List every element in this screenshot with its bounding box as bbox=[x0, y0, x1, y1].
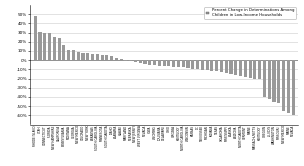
Bar bbox=[72, 50, 75, 60]
Bar bbox=[105, 55, 109, 60]
Bar bbox=[272, 60, 276, 102]
Bar bbox=[148, 60, 151, 65]
Bar bbox=[62, 44, 65, 60]
Bar bbox=[43, 33, 46, 60]
Bar bbox=[77, 52, 80, 60]
Bar bbox=[143, 60, 147, 64]
Bar bbox=[191, 60, 194, 69]
Bar bbox=[263, 60, 266, 97]
Bar bbox=[115, 58, 118, 60]
Bar bbox=[234, 60, 237, 75]
Bar bbox=[163, 60, 166, 66]
Bar bbox=[253, 60, 257, 79]
Bar bbox=[48, 33, 51, 60]
Legend: Percent Change in Determinations Among
Children in Low-Income Households: Percent Change in Determinations Among C… bbox=[204, 7, 296, 19]
Bar bbox=[158, 60, 161, 66]
Bar bbox=[153, 60, 156, 65]
Bar bbox=[134, 60, 137, 62]
Bar bbox=[287, 60, 290, 113]
Bar bbox=[249, 60, 252, 78]
Bar bbox=[215, 60, 218, 71]
Bar bbox=[282, 60, 285, 111]
Bar bbox=[177, 60, 180, 68]
Bar bbox=[230, 60, 233, 74]
Bar bbox=[67, 50, 70, 60]
Bar bbox=[124, 60, 127, 61]
Bar bbox=[168, 60, 171, 66]
Bar bbox=[292, 60, 295, 115]
Bar bbox=[129, 60, 132, 61]
Bar bbox=[34, 16, 37, 60]
Bar bbox=[196, 60, 199, 69]
Bar bbox=[268, 60, 271, 99]
Bar bbox=[110, 56, 113, 60]
Bar bbox=[53, 37, 56, 60]
Bar bbox=[258, 60, 261, 80]
Bar bbox=[220, 60, 223, 72]
Bar bbox=[86, 53, 89, 60]
Bar bbox=[119, 59, 123, 60]
Bar bbox=[182, 60, 185, 68]
Bar bbox=[244, 60, 247, 77]
Bar bbox=[91, 54, 94, 60]
Bar bbox=[172, 60, 175, 67]
Bar bbox=[38, 32, 42, 60]
Bar bbox=[277, 60, 280, 103]
Bar bbox=[96, 54, 99, 60]
Bar bbox=[186, 60, 190, 68]
Bar bbox=[57, 38, 60, 60]
Bar bbox=[101, 55, 104, 60]
Bar bbox=[210, 60, 213, 71]
Bar bbox=[239, 60, 242, 76]
Bar bbox=[225, 60, 228, 73]
Bar bbox=[201, 60, 204, 70]
Bar bbox=[206, 60, 209, 70]
Bar bbox=[139, 60, 142, 63]
Bar bbox=[81, 53, 85, 60]
